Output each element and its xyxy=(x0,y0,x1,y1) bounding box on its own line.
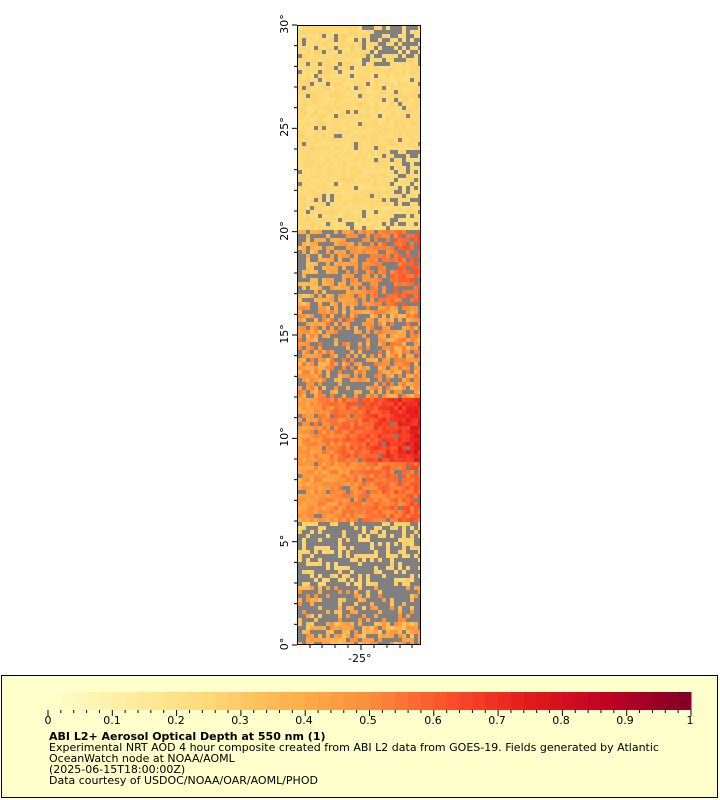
colorbar-label-0.1: 0.1 xyxy=(103,714,121,727)
colorbar-label-0.8: 0.8 xyxy=(552,714,570,727)
aod-map-image xyxy=(298,26,420,644)
colorbar-label-0.4: 0.4 xyxy=(295,714,313,727)
lat-label-5: 5° xyxy=(278,534,291,548)
colorbar-label-0.7: 0.7 xyxy=(488,714,506,727)
legend-description-line1: Experimental NRT AOD 4 hour composite cr… xyxy=(49,741,659,754)
lon-label-minus25: -25° xyxy=(348,652,372,665)
lat-label-0: 0° xyxy=(278,637,291,651)
legend-title: ABI L2+ Aerosol Optical Depth at 550 nm … xyxy=(49,730,326,743)
legend-description-line2: OceanWatch node at NOAA/AOML xyxy=(49,752,235,765)
lat-label-30: 30° xyxy=(278,14,291,34)
lat-label-25: 25° xyxy=(278,117,291,137)
colorbar-label-0.9: 0.9 xyxy=(616,714,634,727)
legend-panel: 0 0.1 0.2 0.3 0.4 0.5 0.6 0.7 0.8 0.9 1 … xyxy=(1,675,718,798)
lat-label-15: 15° xyxy=(278,324,291,344)
colorbar xyxy=(47,692,692,716)
colorbar-label-0.5: 0.5 xyxy=(359,714,377,727)
legend-text: ABI L2+ Aerosol Optical Depth at 550 nm … xyxy=(49,731,659,786)
legend-timestamp: (2025-06-15T18:00:00Z) xyxy=(49,763,186,776)
colorbar-label-0: 0 xyxy=(44,714,52,727)
colorbar-label-1: 1 xyxy=(686,714,694,727)
colorbar-label-0.3: 0.3 xyxy=(231,714,249,727)
legend-credit: Data courtesy of USDOC/NOAA/OAR/AOML/PHO… xyxy=(49,774,318,787)
colorbar-label-0.2: 0.2 xyxy=(167,714,185,727)
lat-label-20: 20° xyxy=(278,221,291,241)
colorbar-label-0.6: 0.6 xyxy=(424,714,442,727)
aod-map xyxy=(297,25,421,645)
lat-label-10: 10° xyxy=(278,427,291,447)
